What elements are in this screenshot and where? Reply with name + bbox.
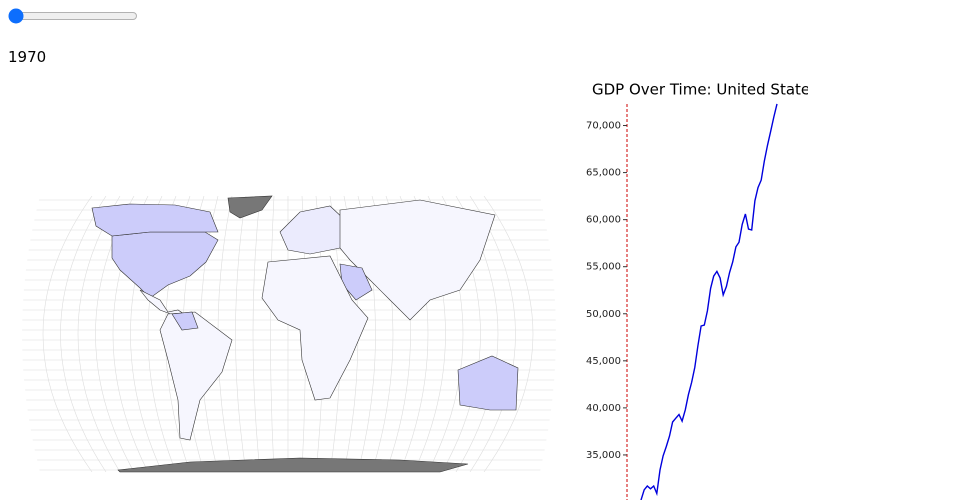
asia [339, 199, 496, 321]
meridian [252, 196, 261, 472]
meridian [469, 196, 516, 472]
north-america [111, 231, 219, 299]
meridian [60, 196, 107, 472]
y-tick-label: 55,000 [586, 262, 621, 273]
canada [91, 203, 219, 237]
year-label: 1970 [8, 48, 47, 66]
gdp-chart: GDP Over Time: United States 35,000 40,00… [586, 81, 818, 500]
y-tick-label: 45,000 [586, 356, 621, 367]
antarctica [117, 457, 469, 473]
y-tick-label: 65,000 [586, 168, 621, 179]
y-tick-label: 40,000 [586, 403, 621, 414]
venezuela [171, 311, 199, 331]
greenland [227, 195, 273, 219]
meridian [483, 196, 534, 472]
y-tick-label: 70,000 [586, 121, 621, 132]
meridian [77, 196, 121, 472]
europe [279, 205, 346, 255]
meridian [235, 196, 247, 472]
y-tick-label: 60,000 [586, 215, 621, 226]
australia [457, 355, 519, 411]
y-tick-label: 50,000 [586, 309, 621, 320]
meridian [270, 196, 275, 472]
south-america [159, 311, 233, 441]
year-slider[interactable] [8, 8, 138, 24]
chart-title: GDP Over Time: United States [592, 81, 818, 99]
meridian [42, 196, 93, 472]
world-map [22, 195, 556, 473]
gdp-line [640, 103, 778, 500]
y-tick-label: 35,000 [586, 450, 621, 461]
africa [261, 255, 369, 401]
